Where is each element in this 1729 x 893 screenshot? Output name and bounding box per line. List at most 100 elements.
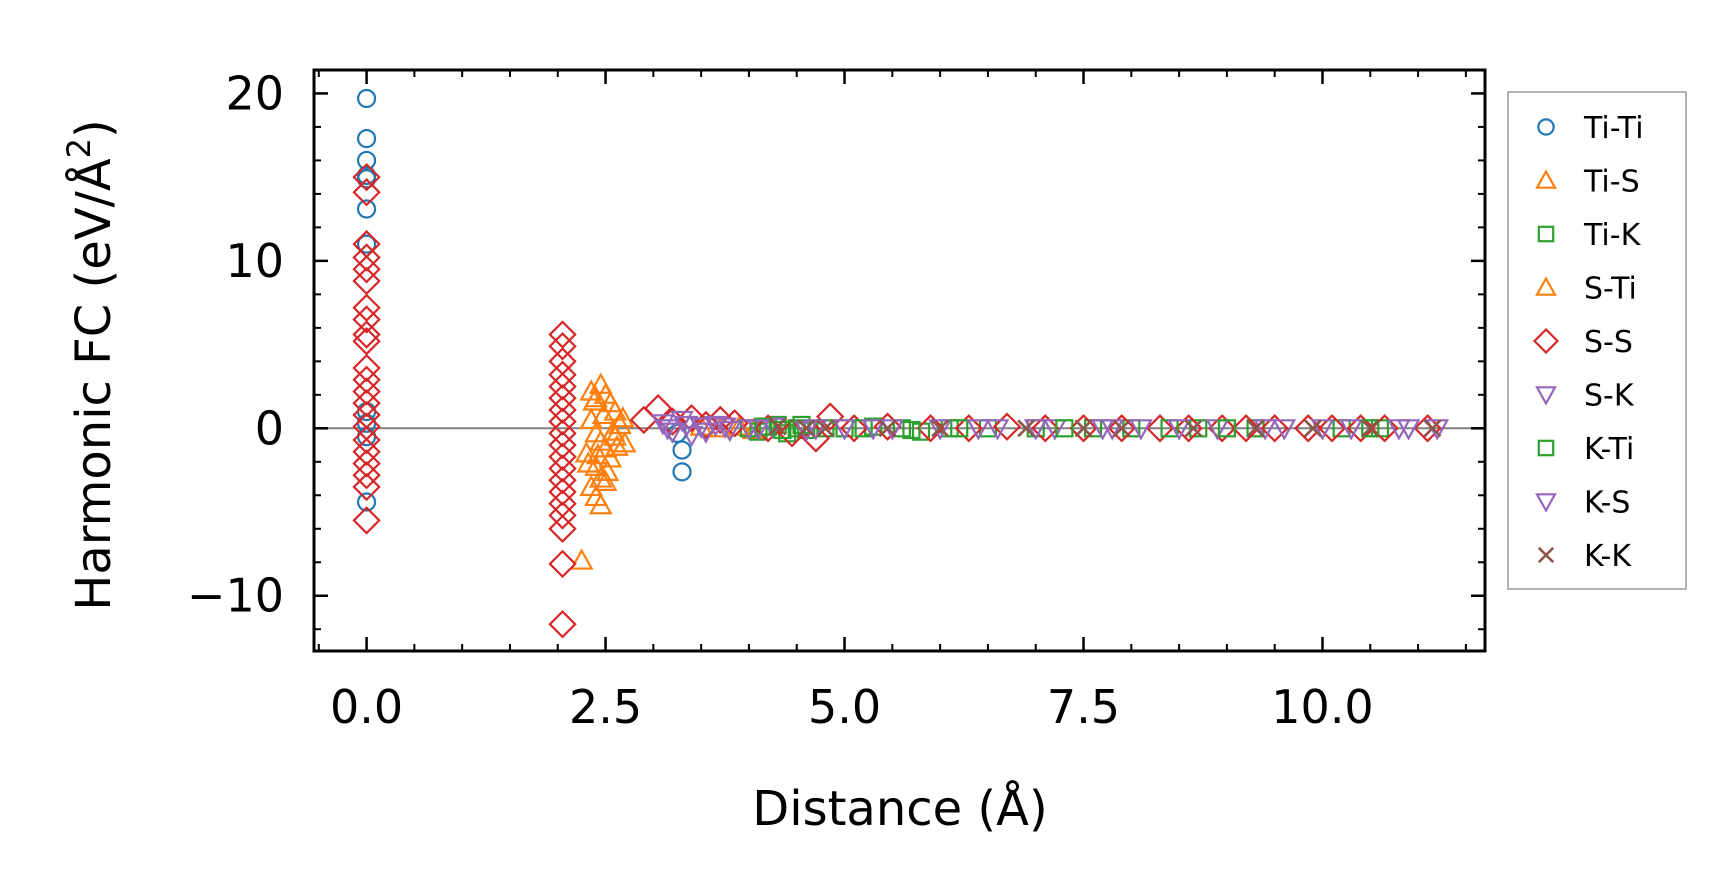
- data-point: [352, 472, 381, 502]
- data-point: [352, 305, 381, 334]
- data-point: [588, 493, 613, 515]
- data-point: [1205, 419, 1230, 441]
- data-point: [832, 419, 857, 441]
- data-point: [1069, 414, 1098, 443]
- data-point: [911, 422, 931, 441]
- data-point: [754, 417, 773, 436]
- data-point: [352, 353, 381, 383]
- legend-label: K-S: [1584, 486, 1630, 521]
- data-point: [1310, 419, 1335, 441]
- x-tick-label: 2.5: [569, 680, 642, 734]
- data-point: [548, 466, 577, 495]
- data-point: [352, 178, 381, 207]
- data-point: [356, 234, 377, 254]
- legend-label: K-K: [1584, 539, 1632, 574]
- data-point: [672, 462, 692, 482]
- data-point: [717, 420, 742, 443]
- legend-marker: [1537, 546, 1555, 564]
- data-point: [548, 332, 577, 361]
- data-point: [352, 377, 381, 406]
- data-point: [713, 417, 737, 439]
- data-point: [689, 417, 714, 439]
- data-point: [548, 360, 577, 389]
- legend-label: S-S: [1584, 325, 1633, 360]
- data-point: [576, 451, 601, 473]
- legend-item: K-S: [1535, 486, 1630, 521]
- data-point: [768, 417, 787, 436]
- data-point: [660, 422, 685, 444]
- data-point: [1246, 419, 1265, 438]
- legend-item: S-K: [1535, 379, 1635, 414]
- data-point: [1074, 419, 1093, 438]
- data-point: [1253, 419, 1278, 441]
- data-point: [574, 441, 599, 463]
- data-point: [1189, 419, 1208, 438]
- legend-label: S-Ti: [1584, 272, 1637, 307]
- legend-item: Ti-K: [1537, 218, 1642, 253]
- x-tick-label: 0.0: [330, 680, 403, 734]
- data-point: [352, 437, 381, 466]
- legend-marker: [1532, 327, 1560, 355]
- data-point: [674, 415, 699, 438]
- data-point: [916, 414, 945, 443]
- y-tick-label: −10: [187, 569, 284, 623]
- data-point: [1423, 419, 1442, 438]
- data-point: [677, 404, 706, 433]
- legend-marker: [1535, 276, 1557, 296]
- legend-item: K-K: [1537, 539, 1632, 574]
- data-point: [548, 407, 577, 436]
- data-point: [548, 549, 577, 579]
- y-tick-label: 20: [225, 66, 284, 120]
- data-point: [1317, 414, 1347, 443]
- legend-marker: [1537, 225, 1555, 243]
- data-point: [694, 422, 718, 444]
- data-point: [582, 389, 606, 411]
- data-point: [1100, 419, 1125, 441]
- data-point: [548, 395, 577, 425]
- data-point: [356, 150, 377, 171]
- data-point: [548, 430, 577, 460]
- legend-item: S-S: [1532, 325, 1633, 360]
- data-point: [356, 199, 377, 219]
- data-point: [655, 419, 680, 441]
- data-point: [1207, 414, 1237, 443]
- data-point: [931, 419, 950, 438]
- data-point: [878, 419, 897, 438]
- data-point: [902, 420, 921, 440]
- y-axis-title: Harmonic FC (eV/Å2): [60, 119, 122, 611]
- data-point: [548, 610, 577, 639]
- data-point: [1361, 419, 1380, 438]
- data-point: [356, 88, 377, 109]
- data-point: [603, 399, 627, 421]
- data-point: [586, 442, 610, 465]
- data-point: [966, 419, 991, 441]
- legend-item: Ti-Ti: [1537, 111, 1644, 146]
- y-tick-label: 0: [255, 401, 284, 455]
- data-point: [352, 506, 381, 535]
- legend-item: Ti-S: [1535, 165, 1640, 200]
- data-point: [815, 402, 845, 431]
- legend-item: S-Ti: [1535, 272, 1637, 307]
- data-point: [548, 477, 577, 507]
- data-point: [861, 419, 886, 441]
- data-point: [950, 419, 969, 438]
- data-point: [548, 514, 577, 543]
- axes: 0.0 2.5 5.0 7.5 10.0 −10 0 10 20: [187, 66, 1487, 734]
- data-point: [928, 419, 952, 441]
- data-point: [873, 412, 902, 441]
- data-point: [1260, 414, 1289, 443]
- data-point: [741, 417, 766, 440]
- series-ti-s: [569, 372, 766, 570]
- x-tick-label: 10.0: [1271, 680, 1373, 734]
- data-point: [601, 419, 626, 441]
- data-point: [985, 419, 1010, 441]
- x-axis-title: Distance (Å): [752, 780, 1047, 837]
- data-point: [548, 419, 577, 448]
- data-point: [1112, 419, 1131, 438]
- series-k-k: [768, 417, 1442, 438]
- data-point: [569, 548, 594, 570]
- data-point: [356, 129, 377, 149]
- data-point: [352, 162, 381, 192]
